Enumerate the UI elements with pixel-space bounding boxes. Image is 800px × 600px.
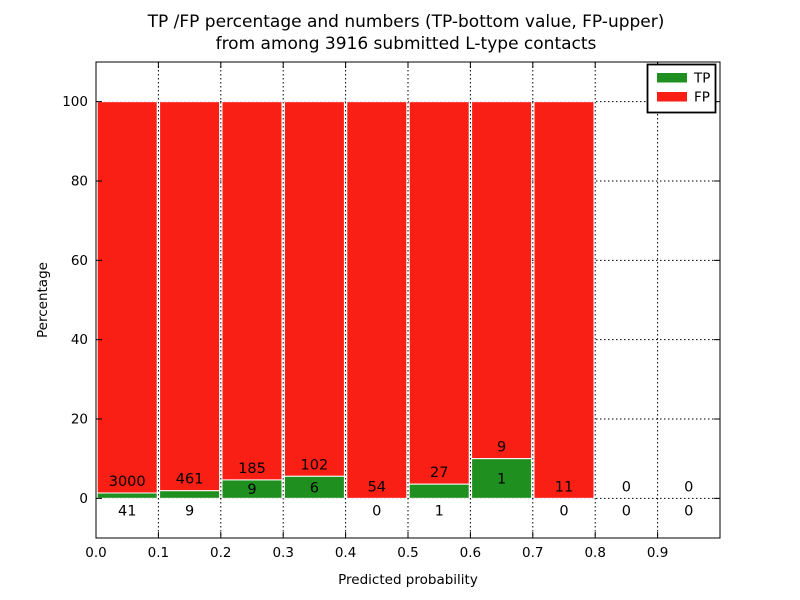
tp-count-label-bin-9: 0 [684, 503, 693, 519]
fp-count-label-bin-5: 27 [430, 465, 448, 481]
tp-count-label-bin-2: 9 [247, 482, 256, 498]
x-tick-label-0.8: 0.8 [584, 545, 605, 561]
tp-count-label-bin-7: 0 [559, 503, 568, 519]
fp-count-label-bin-6: 9 [497, 440, 506, 456]
fp-bar-bin-0 [96, 101, 158, 494]
tp-bar-bin-5 [408, 483, 470, 499]
y-tick-label-20: 20 [71, 412, 88, 428]
legend-label-fp: FP [694, 90, 710, 106]
tp-count-label-bin-3: 6 [310, 480, 319, 496]
fp-bar-bin-7 [533, 101, 595, 499]
legend-box [646, 63, 717, 114]
fp-bar-bin-2 [221, 101, 283, 481]
fp-count-label-bin-1: 461 [176, 472, 204, 488]
tp-bar-bin-6 [471, 458, 533, 499]
tp-bar-bin-1 [159, 490, 221, 499]
fp-bar-bin-3 [283, 101, 345, 477]
tp-bar-bin-3 [283, 475, 345, 499]
bars-layer [96, 101, 595, 499]
fp-bar-bin-1 [159, 101, 221, 492]
legend: TP FP [646, 63, 717, 114]
fp-count-label-bin-3: 102 [301, 457, 329, 473]
x-tick-label-0.6: 0.6 [460, 545, 481, 561]
legend-label-tp: TP [693, 71, 710, 87]
fp-bar-bin-6 [471, 101, 533, 460]
tp-count-label-bin-0: 41 [118, 503, 136, 519]
legend-swatch-fp [657, 92, 687, 102]
fp-bar-bin-5 [408, 101, 470, 485]
y-axis-label: Percentage [35, 262, 51, 338]
chart-title-line2: from among 3916 submitted L-type contact… [216, 34, 597, 54]
tp-count-label-bin-4: 0 [372, 503, 381, 519]
tp-count-label-bin-5: 1 [435, 503, 444, 519]
tp-count-label-bin-1: 9 [185, 503, 194, 519]
y-tick-label-80: 80 [71, 174, 88, 190]
x-tick-label-0.2: 0.2 [210, 545, 231, 561]
y-tick-label-40: 40 [71, 332, 88, 348]
fp-count-label-bin-4: 54 [368, 479, 386, 495]
x-axis-label: Predicted probability [338, 572, 478, 588]
chart-title-line1: TP /FP percentage and numbers (TP-bottom… [147, 12, 665, 32]
tp-count-label-bin-8: 0 [622, 503, 631, 519]
x-tick-label-0.4: 0.4 [335, 545, 356, 561]
x-tick-label-0.0: 0.0 [85, 545, 106, 561]
fp-bar-bin-4 [346, 101, 408, 499]
fp-count-label-bin-9: 0 [684, 479, 693, 495]
x-tick-labels: 0.0 0.1 0.2 0.3 0.4 0.5 0.6 0.7 0.8 0.9 [85, 545, 668, 561]
y-tick-label-0: 0 [79, 491, 88, 507]
legend-swatch-tp [657, 73, 687, 83]
x-tick-label-0.3: 0.3 [272, 545, 293, 561]
fp-count-label-bin-0: 3000 [109, 474, 146, 490]
x-tick-label-0.1: 0.1 [148, 545, 169, 561]
tp-bar-bin-2 [221, 479, 283, 499]
x-tick-label-0.5: 0.5 [397, 545, 418, 561]
y-tick-labels: 0 20 40 60 80 100 [62, 94, 88, 507]
y-tick-label-60: 60 [71, 253, 88, 269]
tp-bar-bin-0 [96, 492, 158, 499]
x-tick-label-0.7: 0.7 [522, 545, 543, 561]
tp-count-label-bin-6: 1 [497, 472, 506, 488]
fp-count-label-bin-8: 0 [622, 479, 631, 495]
fp-count-label-bin-2: 185 [238, 461, 266, 477]
axis-ticks [95, 62, 720, 538]
fp-count-label-bin-7: 11 [555, 479, 573, 495]
y-tick-label-100: 100 [62, 94, 88, 110]
x-tick-label-0.9: 0.9 [647, 545, 668, 561]
